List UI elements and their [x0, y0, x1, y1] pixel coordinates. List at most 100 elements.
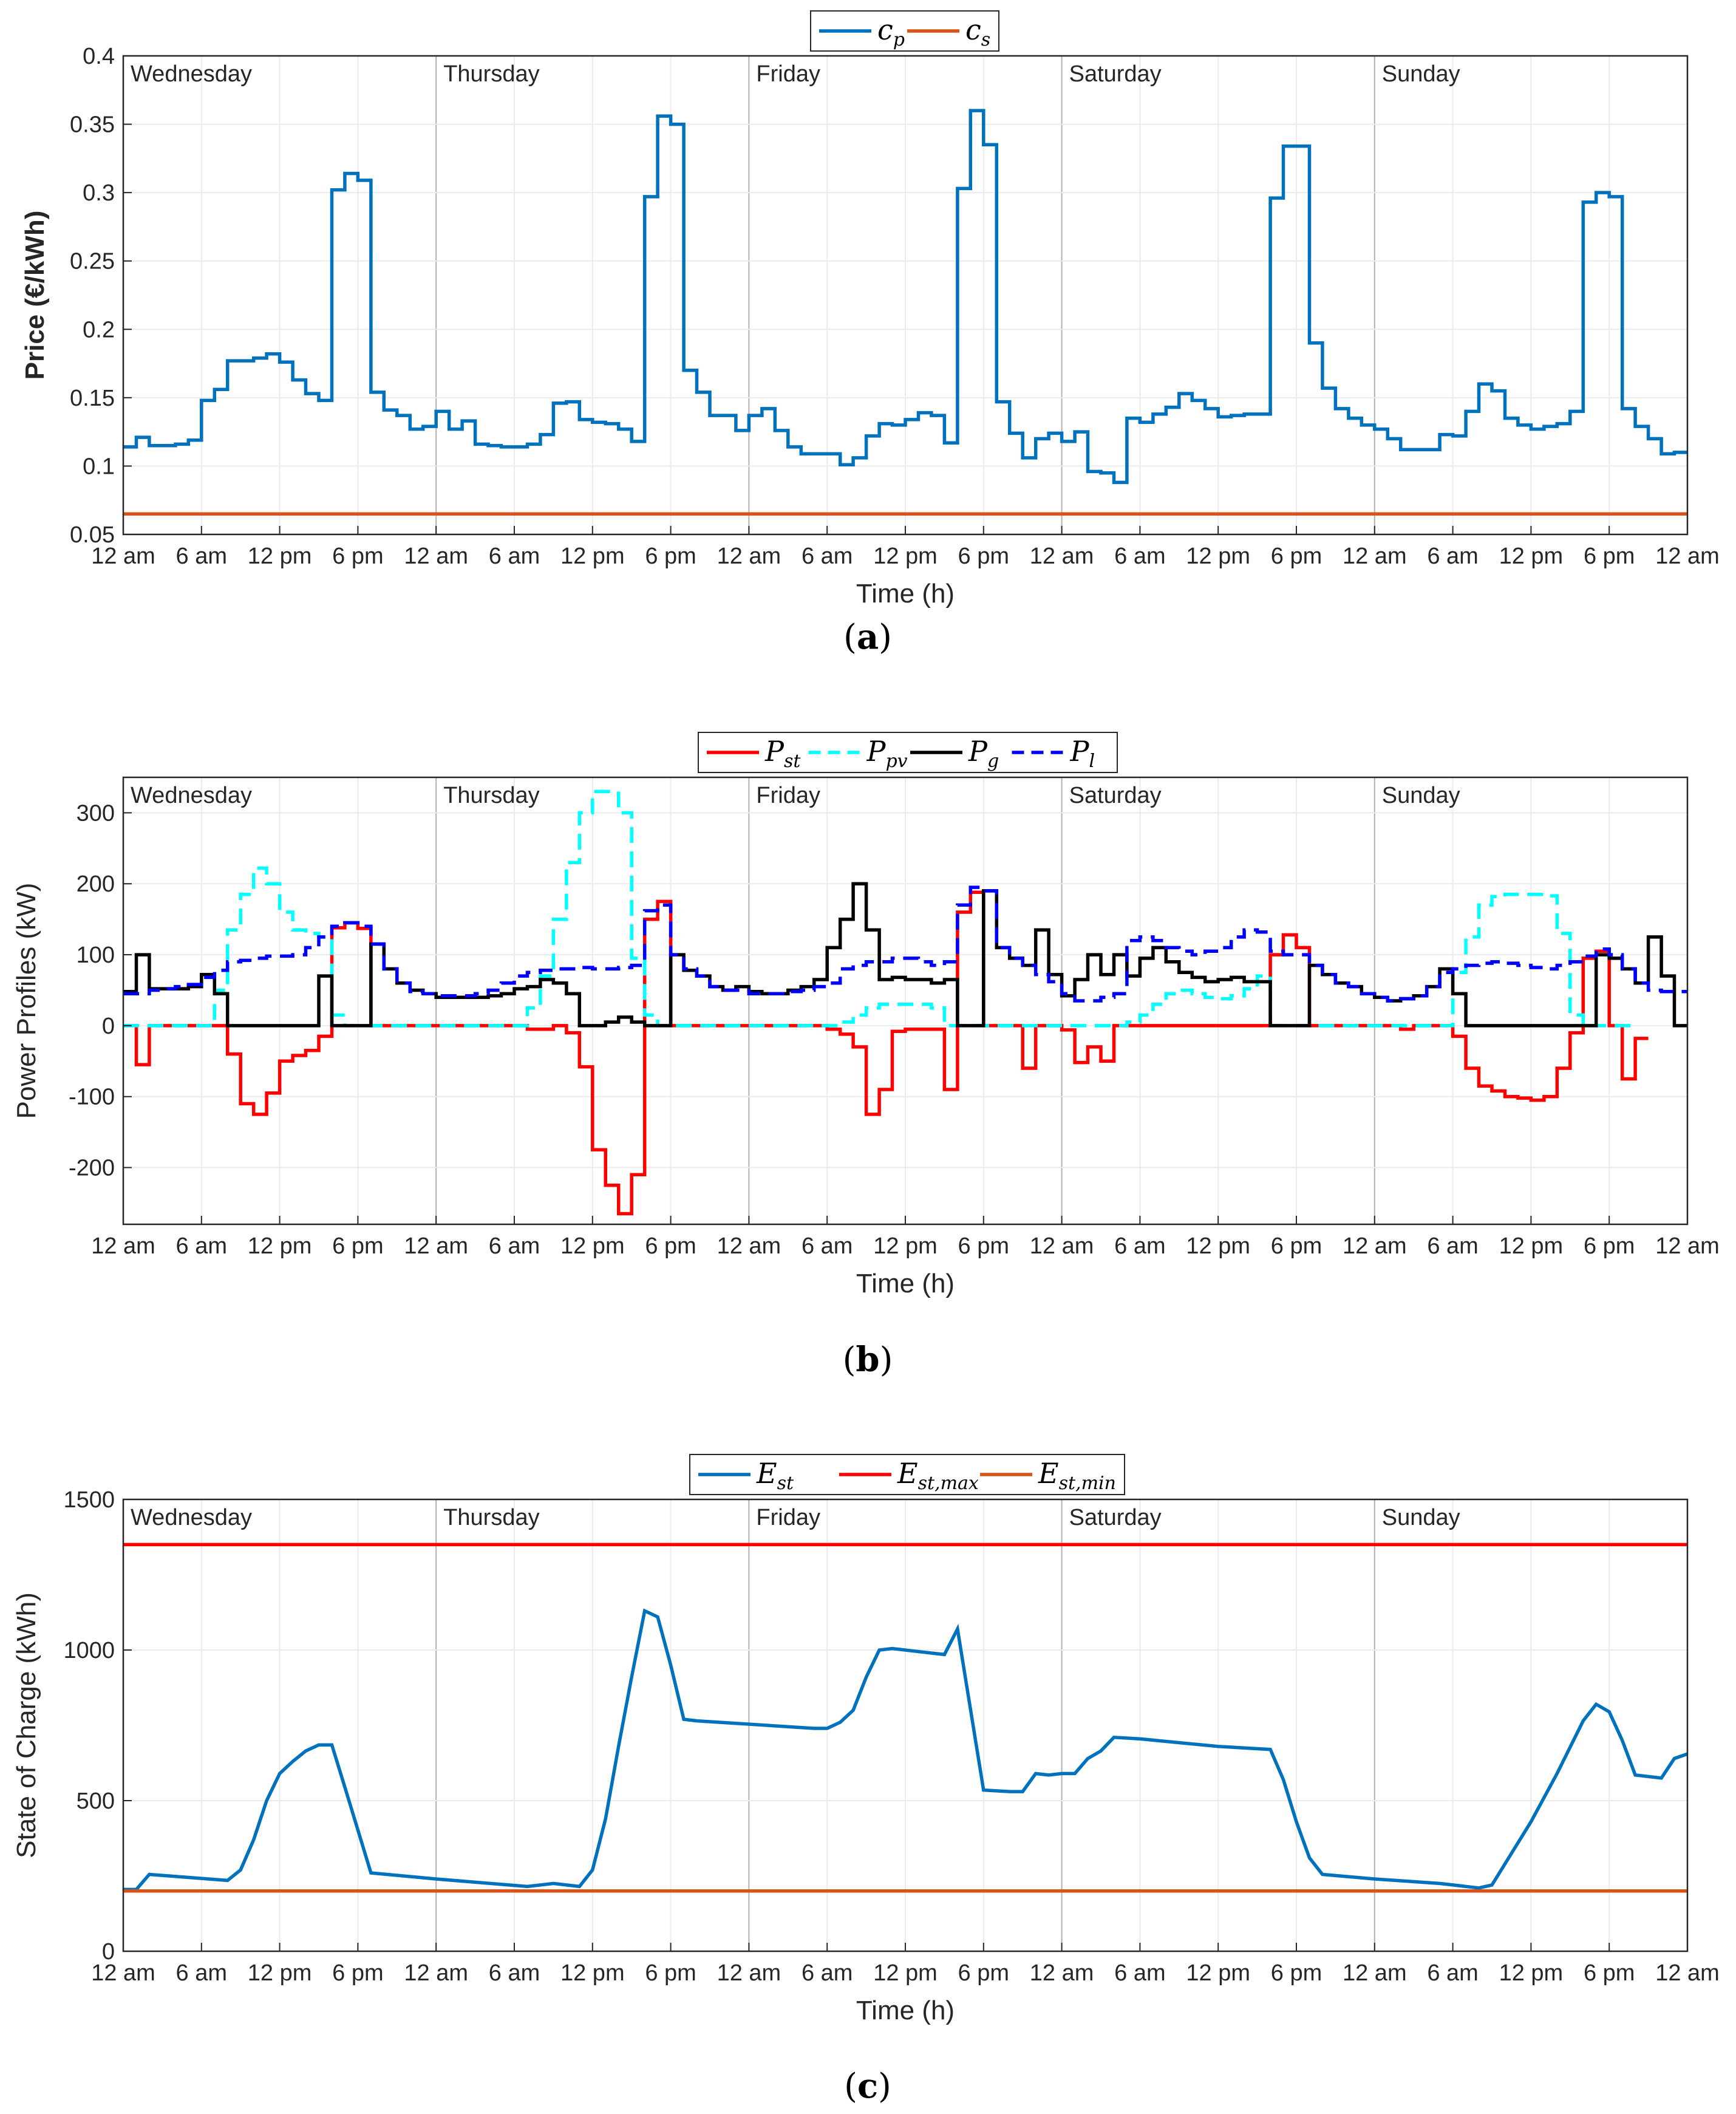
legend-box: [698, 732, 1118, 773]
x-tick-label: 12 am: [1030, 1233, 1094, 1259]
x-tick-label: 6 pm: [958, 1960, 1009, 1986]
x-tick-label: 12 pm: [1499, 544, 1564, 569]
x-tick-label: 6 am: [1427, 1233, 1478, 1259]
x-tick-label: 6 am: [1427, 544, 1478, 569]
y-tick-label: 1500: [63, 1487, 115, 1513]
panel-b-power-profiles-chart: Wednesday Thursday Friday Saturday Sunday 12 …: [12, 732, 1720, 1298]
x-tick-label: 6 pm: [332, 1233, 383, 1259]
x-tick-label: 6 pm: [958, 1233, 1009, 1259]
y-tick-label: -100: [69, 1085, 115, 1110]
x-tick-label: 12 am: [717, 1960, 781, 1986]
legend-label: Pg: [968, 735, 999, 772]
x-tick-label: 6 am: [176, 1233, 227, 1259]
y-tick-label: 0.4: [83, 44, 115, 69]
x-tick-label: 12 pm: [873, 544, 938, 569]
x-axis-label: Time (h): [856, 1269, 955, 1298]
x-tick-label: 12 am: [404, 1233, 468, 1259]
x-tick-label: 6 am: [1114, 544, 1165, 569]
legend: Est Est,max Est,min: [689, 1454, 1125, 1495]
caption-c: (c): [844, 2066, 891, 2106]
series-line-p-l: [123, 885, 1687, 1003]
x-tick-label: 12 pm: [1499, 1233, 1564, 1259]
caption-c-letter: c: [857, 2066, 878, 2106]
x-tick-label: 6 pm: [645, 544, 696, 569]
legend-label: Ppv: [866, 735, 908, 772]
day-label: Wednesday: [131, 783, 252, 808]
x-tick-label: 12 pm: [248, 544, 312, 569]
x-tick-label: 6 pm: [1584, 1233, 1635, 1259]
x-tick-label: 12 am: [717, 544, 781, 569]
day-label: Saturday: [1069, 1505, 1162, 1530]
panel-a-price-chart: Wednesday Thursday Friday Saturday Sunday 12 …: [20, 10, 1720, 609]
y-tick-label: 200: [77, 871, 115, 897]
legend-box: [689, 1454, 1125, 1495]
legend: Pst Ppv Pg Pl: [698, 732, 1118, 773]
day-label: Friday: [756, 61, 820, 87]
day-label: Sunday: [1382, 783, 1460, 808]
y-tick-label: 0: [102, 1939, 115, 1965]
panel-c-state-of-charge-chart: Wednesday Thursday Friday Saturday Sunday 12 …: [12, 1454, 1720, 2025]
x-tick-label: 6 pm: [1584, 544, 1635, 569]
x-tick-label: 12 am: [404, 544, 468, 569]
y-tick-label: 0.25: [70, 249, 115, 274]
x-tick-label: 12 pm: [248, 1233, 312, 1259]
y-tick-label: 0.1: [83, 454, 115, 479]
legend-label: Pl: [1070, 735, 1095, 772]
x-tick-label: 6 pm: [332, 1960, 383, 1986]
y-tick-label: 1000: [63, 1638, 115, 1663]
x-tick-label: 6 am: [802, 544, 853, 569]
day-label: Wednesday: [131, 1505, 252, 1530]
x-tick-label: 6 am: [489, 544, 540, 569]
x-tick-label: 12 am: [1343, 1960, 1407, 1986]
day-label: Saturday: [1069, 61, 1162, 87]
series-group: [123, 109, 1687, 516]
x-tick-label: 12 am: [1030, 1960, 1094, 1986]
day-label: Wednesday: [131, 61, 252, 87]
caption-b-letter: b: [856, 1340, 879, 1380]
x-tick-label: 12 pm: [560, 1233, 625, 1259]
x-tick-label: 12 am: [1655, 544, 1720, 569]
day-label: Friday: [756, 783, 820, 808]
y-axis-label: State of Charge (kWh): [12, 1592, 41, 1858]
series-line-e-st: [123, 1608, 1688, 1892]
x-tick-label: 12 pm: [248, 1960, 312, 1986]
x-tick-label: 6 am: [489, 1233, 540, 1259]
day-label: Friday: [756, 1505, 820, 1530]
x-tick-label: 6 am: [802, 1960, 853, 1986]
y-axis: -200 -100 0 100 200 300 Power Profiles (kW): [12, 800, 132, 1181]
x-tick-label: 12 am: [717, 1233, 781, 1259]
x-tick-label: 6 am: [802, 1233, 853, 1259]
x-tick-label: 6 pm: [1584, 1960, 1635, 1986]
x-axis: 12 am 6 am 12 pm 6 pm 12 am 6 am 12 pm 6 pm 12 a…: [91, 1216, 1720, 1298]
y-axis-label: Power Profiles (kW): [12, 883, 41, 1119]
x-tick-label: 12 pm: [560, 544, 625, 569]
legend-label: Est: [756, 1457, 794, 1494]
x-tick-label: 12 pm: [560, 1960, 625, 1986]
x-tick-label: 12 am: [404, 1960, 468, 1986]
y-tick-label: 0.35: [70, 112, 115, 138]
x-tick-label: 12 am: [1655, 1960, 1720, 1986]
legend-label: cs: [965, 13, 990, 50]
x-tick-label: 12 am: [1030, 544, 1094, 569]
x-tick-label: 6 pm: [332, 544, 383, 569]
day-label: Saturday: [1069, 783, 1162, 808]
y-tick-label: 0.3: [83, 180, 115, 206]
x-tick-label: 6 am: [1114, 1960, 1165, 1986]
x-tick-label: 6 am: [176, 544, 227, 569]
x-tick-label: 12 pm: [873, 1233, 938, 1259]
day-label: Thursday: [443, 61, 539, 87]
y-tick-label: 500: [77, 1788, 115, 1814]
x-axis-label: Time (h): [856, 1996, 955, 2025]
day-label: Thursday: [443, 1505, 539, 1530]
legend-label: cp: [877, 13, 905, 50]
series-group: [123, 1543, 1688, 1893]
caption-a: (a): [843, 617, 892, 657]
x-tick-label: 12 am: [91, 1960, 155, 1986]
y-tick-label: 0.15: [70, 386, 115, 411]
x-tick-label: 6 pm: [1271, 544, 1322, 569]
y-tick-label: 0.05: [70, 522, 115, 548]
x-axis: 12 am 6 am 12 pm 6 pm 12 am 6 am 12 pm 6 pm 12 a…: [91, 526, 1720, 609]
x-tick-label: 6 pm: [1271, 1960, 1322, 1986]
x-tick-label: 6 am: [1114, 1233, 1165, 1259]
